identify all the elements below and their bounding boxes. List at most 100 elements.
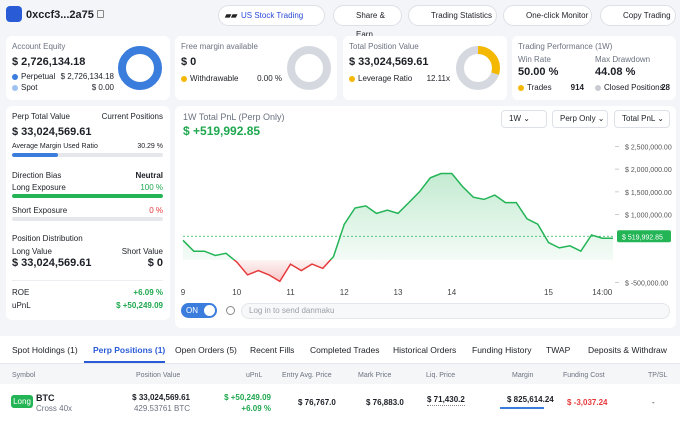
label: Short Exposure (12, 206, 68, 215)
ring-fill (118, 46, 162, 90)
stat-label: Closed Positions (604, 83, 664, 92)
copy-icon[interactable] (97, 10, 104, 18)
legend-dot (181, 76, 187, 82)
cell: $ 76,883.0 (366, 398, 404, 407)
card-title: Free margin available (181, 42, 258, 51)
tab[interactable]: TWAP (546, 345, 571, 355)
stat-label: Max Drawdown (595, 55, 651, 64)
legend-dot (349, 76, 355, 82)
link[interactable]: Current Positions (101, 112, 163, 121)
progress-bar (12, 194, 163, 198)
cell: - (652, 398, 655, 407)
header-button[interactable]: One-click Monitor (503, 5, 592, 26)
y-tick-label: $ 1,500,000.00 (625, 190, 672, 197)
row-label: Spot (21, 83, 38, 92)
tab[interactable]: Funding History (472, 345, 532, 355)
column-header: Position Value (136, 372, 181, 379)
row-label: Withdrawable (190, 74, 239, 83)
row-value: 0.00 % (257, 74, 282, 83)
value: $ +50,249.09 (116, 301, 163, 310)
value: 0 % (149, 206, 163, 215)
card-title: Trading Performance (1W) (518, 42, 613, 51)
header-button[interactable]: ▰▰ US Stock Trading (218, 5, 325, 26)
column-header: Symbol (12, 372, 36, 379)
label: Long Exposure (12, 183, 66, 192)
toggle-label: ON (186, 306, 198, 315)
settings-icon[interactable] (226, 306, 235, 315)
rings (118, 46, 500, 90)
side: Long (13, 397, 31, 406)
row-label: Perpetual (21, 72, 56, 81)
tab[interactable]: Completed Trades (310, 345, 380, 355)
value: 100 % (140, 183, 163, 192)
margin-bar (500, 407, 544, 409)
header-button[interactable]: Share & Earn (333, 5, 402, 39)
column-header: TP/SL (648, 372, 668, 379)
ring-fill (456, 46, 500, 90)
pnl-area (183, 173, 613, 282)
header-button[interactable]: Trading Statistics (408, 5, 497, 26)
label: Perp Total Value (12, 112, 70, 121)
cell: $ 71,430.2 (427, 395, 465, 406)
label: Short Value (121, 247, 163, 256)
y-tick-label: $ -500,000.00 (625, 280, 668, 287)
dropdown[interactable]: Total PnL ⌄ (614, 110, 670, 128)
card-title: Account Equity (12, 42, 66, 51)
tab[interactable]: Historical Orders (393, 345, 457, 355)
tab[interactable]: Perp Positions (1) (93, 345, 166, 355)
address: 0xccf3...2a75 (26, 9, 94, 21)
value: +6.09 % (133, 288, 163, 297)
row-value: 12.11x (426, 74, 450, 83)
progress-fill (12, 153, 58, 157)
label: uPnL (12, 301, 31, 310)
tab[interactable]: Deposits & Withdraw (588, 345, 667, 355)
x-tick-label: 11 (286, 288, 295, 297)
legend-dot (12, 85, 18, 91)
dropdown-label: Perp Only (560, 114, 596, 123)
card-value: $ 33,024,569.61 (349, 56, 429, 68)
stat-value: 914 (570, 83, 584, 92)
x-tick-label: 9 (181, 288, 186, 297)
y-tick-label: $ 1,000,000.00 (625, 213, 672, 220)
cell: 429.53761 BTC (133, 404, 190, 413)
toggle[interactable]: ON (181, 303, 217, 318)
y-tick-label: $ 2,500,000.00 (625, 145, 672, 152)
tab[interactable]: Recent Fills (250, 345, 295, 355)
column-header: Entry Avg. Price (282, 372, 332, 379)
danmaku-input[interactable]: Log in to send danmaku (241, 303, 670, 319)
label: Position Distribution (12, 234, 83, 243)
x-tick-label: 14 (447, 288, 456, 297)
table-header-bg (0, 366, 680, 384)
tabs-bar (0, 336, 680, 364)
value: $ 0 (147, 257, 163, 269)
cell: $ 33,024,569.61 (132, 393, 190, 402)
ring-track (287, 46, 331, 90)
value: $ 33,024,569.61 (12, 257, 92, 269)
dropdown[interactable]: Perp Only ⌄ (552, 110, 608, 128)
pnl-line (182, 172, 613, 283)
tab[interactable]: Spot Holdings (1) (12, 345, 78, 355)
value: 30.29 % (137, 143, 163, 150)
cell: $ -3,037.24 (567, 398, 608, 407)
tab-underline (84, 361, 165, 363)
row-value: $ 0.00 (91, 83, 114, 92)
logo: ▰▰ (225, 11, 238, 20)
button-label: Copy Trading (623, 11, 671, 20)
current-label: $ 519,992.85 (622, 234, 663, 241)
card (512, 36, 676, 100)
tab[interactable]: Open Orders (5) (175, 345, 237, 355)
toggle-knob (204, 305, 215, 316)
dropdown[interactable]: 1W ⌄ (501, 110, 547, 128)
stat-value: 50.00 % (518, 66, 559, 78)
button-label: US Stock Trading (241, 11, 304, 20)
value: Neutral (135, 171, 163, 180)
side-badge: Long (11, 395, 33, 408)
chart-headline: $ +519,992.85 (183, 124, 261, 138)
margin-mode: Cross 40x (36, 404, 73, 413)
label: Direction Bias (12, 171, 62, 180)
stat-label: Trades (527, 83, 552, 92)
dropdown-label: 1W (509, 114, 521, 123)
header-button[interactable]: Copy Trading (600, 5, 676, 26)
button-label: Share & Earn (356, 11, 385, 39)
